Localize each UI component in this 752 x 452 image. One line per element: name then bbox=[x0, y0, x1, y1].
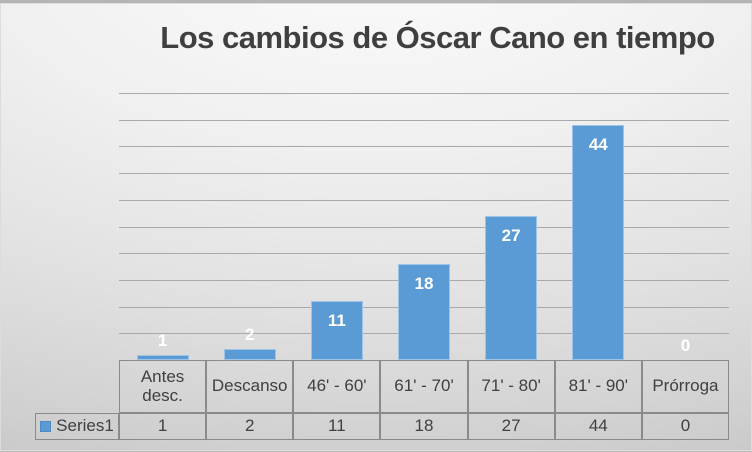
gridline bbox=[119, 226, 729, 228]
bar-data-label: 18 bbox=[414, 273, 434, 293]
gridline bbox=[119, 93, 729, 94]
gridline bbox=[119, 253, 729, 255]
table-value-cell: 18 bbox=[380, 413, 468, 440]
gridline bbox=[119, 146, 729, 148]
table-header-cell: 81' - 90' bbox=[554, 360, 642, 413]
plot-area: 1 2 11 18 27 44 0 bbox=[0, 3, 752, 451]
bar-data-label: 1 bbox=[157, 330, 168, 350]
table-header-cell: Antes desc. bbox=[119, 360, 207, 413]
table-value-cell: 44 bbox=[554, 413, 642, 440]
bar-data-label: 27 bbox=[501, 225, 521, 245]
bar-Descanso bbox=[223, 349, 276, 360]
bar-Antes desc. bbox=[136, 354, 189, 360]
legend-key-cell: Series1 bbox=[35, 413, 119, 440]
table-value-cell: 0 bbox=[641, 413, 729, 440]
data-table: Antes desc. Descanso 46' - 60' 61' - 70' 71'… bbox=[35, 360, 729, 440]
table-header-cell: Prórroga bbox=[641, 360, 729, 413]
table-value-cell: 27 bbox=[467, 413, 555, 440]
bar-data-label: 44 bbox=[588, 135, 608, 155]
bar-data-label: 2 bbox=[244, 325, 255, 345]
series1-legend-swatch-icon bbox=[40, 421, 52, 432]
table-header-cell: 61' - 70' bbox=[380, 360, 468, 413]
series-name-label: Series1 bbox=[56, 416, 114, 436]
table-header-cell: 46' - 60' bbox=[293, 360, 381, 413]
table-value-cell: 1 bbox=[119, 413, 207, 440]
bar-81' - 90' bbox=[572, 125, 625, 360]
chart-title: Los cambios de Óscar Cano en tiempo bbox=[160, 20, 715, 55]
table-header-cell: Descanso bbox=[206, 360, 294, 413]
gridline bbox=[119, 199, 729, 201]
gridline bbox=[119, 173, 729, 175]
bar-data-label: 11 bbox=[327, 311, 346, 331]
bar-46' - 60' bbox=[310, 301, 363, 360]
bar-data-label: 0 bbox=[680, 336, 691, 355]
table-value-cell: 2 bbox=[206, 413, 294, 440]
table-value-cell: 11 bbox=[293, 413, 381, 440]
bar-61' - 70' bbox=[398, 263, 450, 360]
table-corner-spacer bbox=[35, 360, 119, 413]
table-header-cell: 71' - 80' bbox=[467, 360, 555, 413]
gridline bbox=[119, 119, 729, 121]
bar-71' - 80' bbox=[485, 215, 538, 360]
